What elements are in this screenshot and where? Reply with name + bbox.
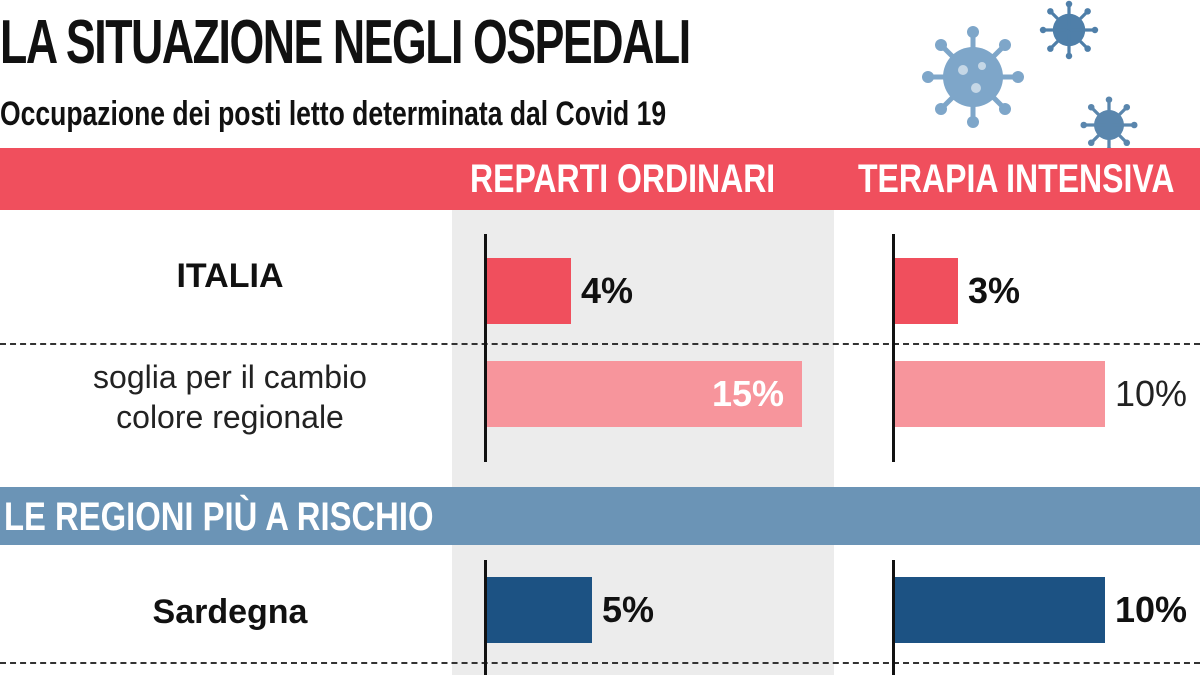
bar-value-label: 5% — [602, 589, 655, 630]
row-label-soglia-line1: soglia per il cambio — [93, 359, 367, 395]
bar-reparti-0 — [487, 258, 571, 324]
row-label-sardegna: Sardegna — [152, 593, 308, 631]
column-header-reparti: REPARTI ORDINARI — [470, 157, 776, 201]
column-header-band — [0, 148, 1200, 210]
bar-terapia-1 — [895, 361, 1105, 427]
bar-value-label: 15% — [712, 373, 785, 414]
axis-terapia — [892, 234, 895, 462]
virus-icon — [1039, 0, 1099, 60]
row-separator — [0, 343, 1200, 345]
virus-icon — [922, 26, 1024, 128]
page-title: LA SITUAZIONE NEGLI OSPEDALI — [0, 8, 691, 77]
bar-reparti-1 — [487, 361, 802, 427]
row-separator — [0, 662, 1200, 664]
bar-value-label: 10% — [1115, 589, 1188, 630]
virus-icon — [1080, 96, 1138, 154]
row-label-soglia: soglia per il cambio colore regionale — [10, 357, 450, 437]
bar-reparti-2 — [487, 577, 592, 643]
row-label-italia: ITALIA — [176, 257, 284, 295]
bar-value-label: 3% — [968, 270, 1021, 311]
section-header-band — [0, 487, 1200, 545]
section-header-regioni: LE REGIONI PIÙ A RISCHIO — [4, 495, 434, 539]
reparti-column-background — [452, 210, 834, 487]
bar-terapia-2 — [895, 577, 1105, 643]
bar-terapia-0 — [895, 258, 958, 324]
row-label-soglia-line2: colore regionale — [116, 399, 344, 435]
bar-value-label: 4% — [581, 270, 634, 311]
page-subtitle: Occupazione dei posti letto determinata … — [0, 95, 667, 133]
column-header-terapia: TERAPIA INTENSIVA — [858, 157, 1175, 201]
axis-terapia — [892, 560, 895, 675]
bar-value-label: 10% — [1115, 373, 1188, 414]
axis-reparti — [484, 234, 487, 462]
axis-reparti — [484, 560, 487, 675]
